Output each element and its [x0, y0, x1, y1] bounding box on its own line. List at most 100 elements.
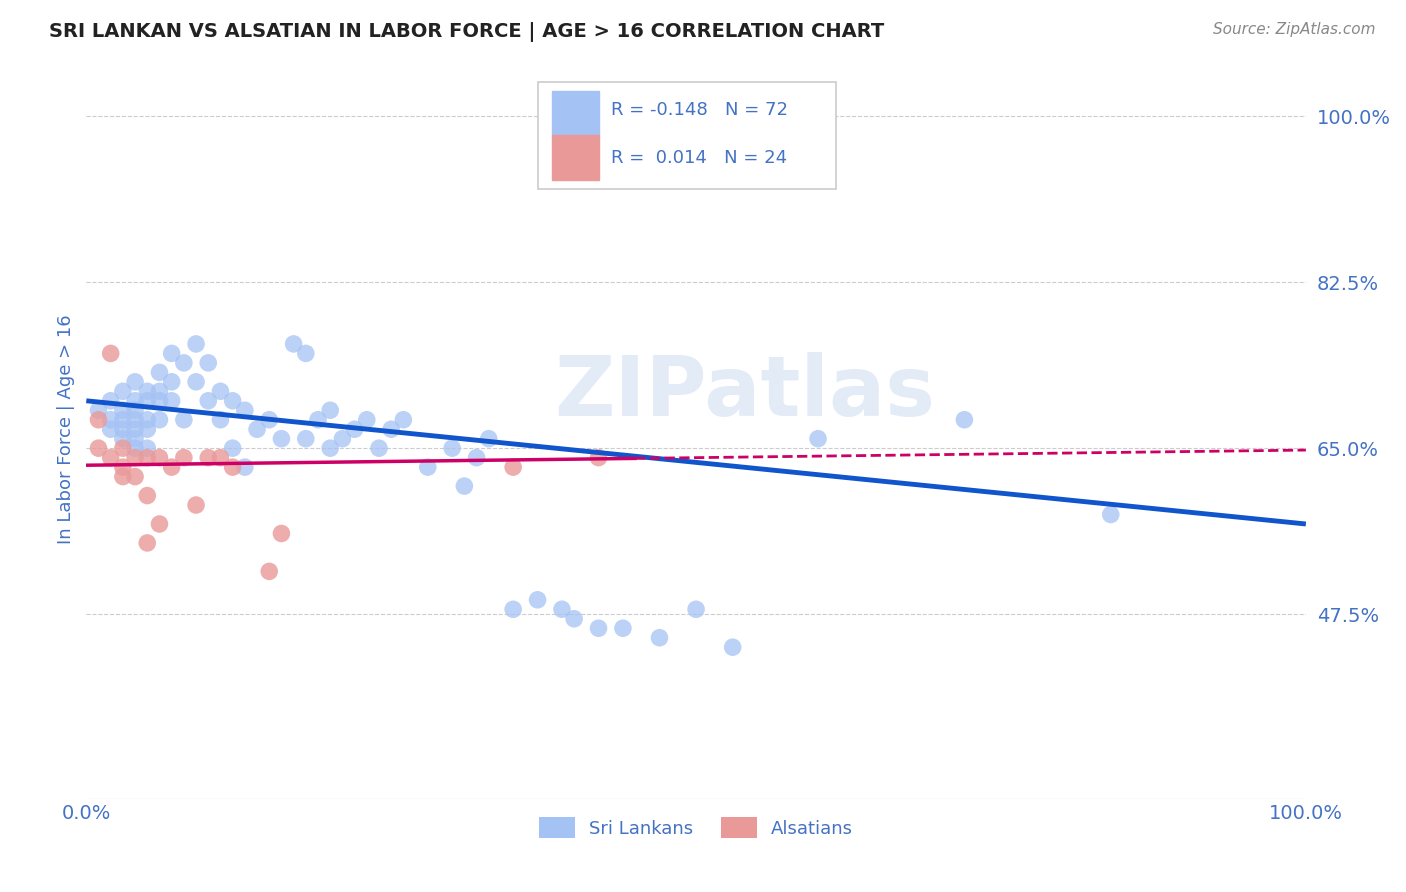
Point [111, 413, 134, 427]
Point [124, 422, 146, 436]
Point [111, 460, 134, 475]
Point [148, 413, 170, 427]
Point [221, 393, 243, 408]
Point [441, 441, 464, 455]
Point [136, 441, 159, 455]
Point [148, 393, 170, 408]
FancyBboxPatch shape [553, 135, 599, 180]
Point [111, 403, 134, 417]
Point [588, 621, 610, 635]
Point [270, 432, 292, 446]
Text: SRI LANKAN VS ALSATIAN IN LABOR FORCE | AGE > 16 CORRELATION CHART: SRI LANKAN VS ALSATIAN IN LABOR FORCE | … [49, 22, 884, 42]
Legend: Sri Lankans, Alsatians: Sri Lankans, Alsatians [531, 810, 860, 846]
Point [136, 536, 159, 550]
Text: Source: ZipAtlas.com: Source: ZipAtlas.com [1212, 22, 1375, 37]
Point [160, 460, 183, 475]
Point [124, 403, 146, 417]
Text: R =  0.014   N = 24: R = 0.014 N = 24 [610, 149, 787, 167]
Point [307, 413, 329, 427]
Point [173, 413, 195, 427]
Point [502, 460, 524, 475]
Point [111, 384, 134, 399]
Point [612, 621, 634, 635]
Point [184, 337, 207, 351]
Text: R = -0.148   N = 72: R = -0.148 N = 72 [610, 101, 787, 119]
Point [270, 526, 292, 541]
Y-axis label: In Labor Force | Age > 16: In Labor Force | Age > 16 [58, 314, 75, 544]
Point [221, 441, 243, 455]
Point [124, 413, 146, 427]
Point [148, 450, 170, 465]
Point [319, 403, 342, 417]
Point [332, 432, 354, 446]
Point [136, 384, 159, 399]
Point [233, 403, 256, 417]
Point [87, 441, 110, 455]
Point [124, 469, 146, 483]
Point [197, 356, 219, 370]
Point [100, 422, 122, 436]
Point [148, 384, 170, 399]
Point [319, 441, 342, 455]
Point [295, 432, 318, 446]
Point [246, 422, 269, 436]
Point [953, 413, 976, 427]
Point [209, 450, 232, 465]
Point [184, 375, 207, 389]
Point [148, 516, 170, 531]
Point [562, 612, 585, 626]
Point [416, 460, 439, 475]
Point [124, 450, 146, 465]
Point [184, 498, 207, 512]
Point [526, 592, 548, 607]
Point [197, 393, 219, 408]
Point [160, 346, 183, 360]
Point [343, 422, 366, 436]
Point [173, 450, 195, 465]
Point [807, 432, 830, 446]
Point [197, 450, 219, 465]
Point [136, 489, 159, 503]
Point [1099, 508, 1122, 522]
Point [111, 469, 134, 483]
Point [221, 460, 243, 475]
Point [173, 356, 195, 370]
Point [478, 432, 501, 446]
Point [209, 413, 232, 427]
Point [100, 393, 122, 408]
Point [453, 479, 475, 493]
Point [100, 413, 122, 427]
Point [685, 602, 707, 616]
Point [100, 450, 122, 465]
Point [368, 441, 391, 455]
Point [502, 602, 524, 616]
Point [465, 450, 488, 465]
Point [148, 365, 170, 379]
Point [380, 422, 402, 436]
Point [721, 640, 744, 655]
FancyBboxPatch shape [537, 82, 837, 189]
Point [124, 375, 146, 389]
Point [100, 346, 122, 360]
Point [111, 422, 134, 436]
Point [209, 384, 232, 399]
Point [257, 413, 280, 427]
Point [160, 393, 183, 408]
Point [87, 413, 110, 427]
Point [136, 413, 159, 427]
Point [87, 403, 110, 417]
Point [257, 565, 280, 579]
Text: ZIPatlas: ZIPatlas [554, 351, 935, 433]
Point [356, 413, 378, 427]
Point [124, 393, 146, 408]
Point [124, 432, 146, 446]
Point [136, 450, 159, 465]
FancyBboxPatch shape [553, 91, 599, 136]
Point [648, 631, 671, 645]
Point [111, 432, 134, 446]
Point [551, 602, 574, 616]
Point [124, 441, 146, 455]
Point [588, 450, 610, 465]
Point [233, 460, 256, 475]
Point [160, 375, 183, 389]
